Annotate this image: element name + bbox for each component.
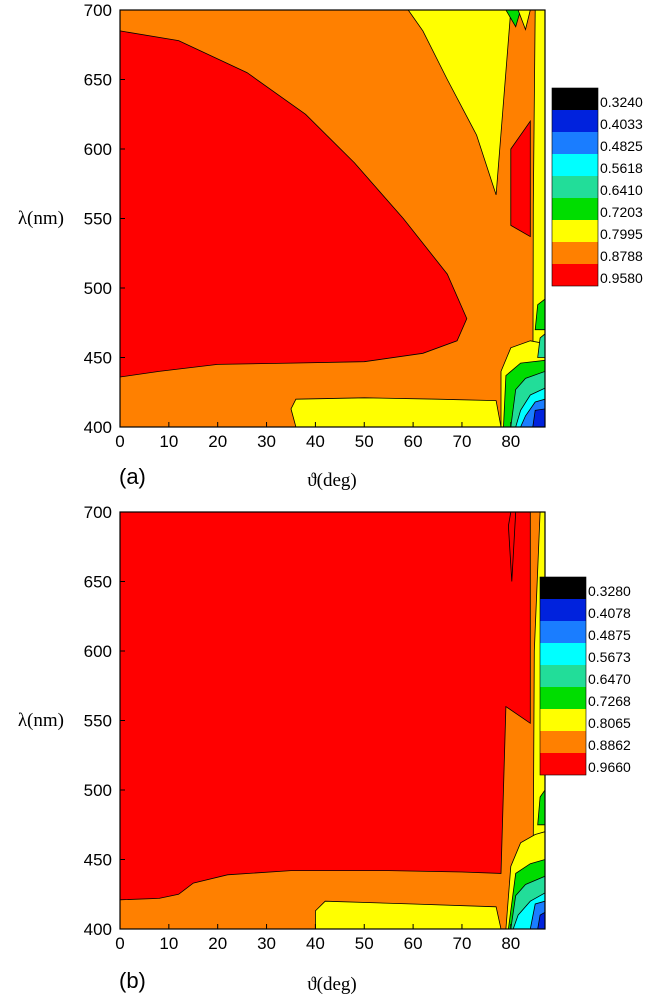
colorbar-label: 0.4825 [600, 138, 643, 154]
colorbar-label: 0.9660 [588, 759, 631, 775]
colorbar-swatch [552, 154, 598, 176]
x-tick-label: 60 [404, 934, 423, 953]
y-axis-title: λ(nm) [18, 208, 64, 229]
colorbar-label: 0.7203 [600, 204, 643, 220]
colorbar: 0.3240 0.4033 0.4825 0.5618 0.6410 0.7203 0.79… [551, 87, 643, 287]
x-tick-label: 50 [355, 934, 374, 953]
x-tick-label: 40 [306, 934, 325, 953]
y-tick-label: 400 [84, 418, 112, 437]
y-tick-label: 500 [84, 781, 112, 800]
colorbar-label: 0.8862 [588, 737, 631, 753]
x-tick-label: 20 [208, 934, 227, 953]
y-tick-label: 400 [84, 920, 112, 939]
colorbar-swatch [540, 709, 586, 731]
panel-label: (a) [119, 464, 146, 489]
colorbar-swatch [552, 176, 598, 198]
y-tick-label: 700 [84, 503, 112, 522]
x-tick-label: 0 [115, 934, 124, 953]
x-tick-label: 60 [404, 432, 423, 451]
colorbar-label: 0.9580 [600, 270, 643, 286]
colorbar-label: 0.5673 [588, 649, 631, 665]
x-axis: 0 10 20 30 40 50 60 70 80 [115, 924, 520, 953]
y-tick-label: 650 [84, 573, 112, 592]
colorbar: 0.3280 0.4078 0.4875 0.5673 0.6470 0.7268 0.80… [539, 576, 631, 776]
x-tick-label: 10 [159, 934, 178, 953]
colorbar-frame [539, 576, 587, 776]
colorbar-label: 0.7995 [600, 226, 643, 242]
contour-region-level-1 [532, 408, 546, 428]
colorbar-label: 0.6470 [588, 671, 631, 687]
colorbar-label: 0.3280 [588, 583, 631, 599]
colorbar-label: 0.8065 [588, 715, 631, 731]
colorbar-label: 0.6410 [600, 182, 643, 198]
colorbar-swatch [540, 687, 586, 709]
x-tick-label: 80 [501, 934, 520, 953]
y-tick-label: 550 [84, 210, 112, 229]
y-tick-label: 500 [84, 279, 112, 298]
x-axis-title: ϑ(deg) [307, 974, 357, 995]
colorbar-swatch [540, 577, 586, 599]
regions-layer [119, 511, 546, 930]
colorbar-swatch [552, 242, 598, 264]
y-tick-label: 650 [84, 71, 112, 90]
colorbar-label: 0.5618 [600, 160, 643, 176]
x-tick-label: 10 [159, 432, 178, 451]
contour-region-level-8 [510, 119, 531, 238]
colorbar-swatch [540, 753, 586, 775]
contour-region-level-6 [290, 397, 502, 428]
colorbar-swatch [552, 88, 598, 110]
x-tick-label: 40 [306, 432, 325, 451]
contour-panel-b: 0 10 20 30 40 50 60 70 80 400450500550600650700 … [18, 503, 631, 995]
colorbar-swatch [540, 599, 586, 621]
x-tick-label: 70 [452, 934, 471, 953]
y-tick-label: 450 [84, 851, 112, 870]
colorbar-swatch [552, 220, 598, 242]
x-axis: 0 10 20 30 40 50 60 70 80 [115, 422, 520, 451]
x-tick-label: 80 [501, 432, 520, 451]
contour-region-level-8 [119, 511, 531, 901]
y-tick-label: 550 [84, 712, 112, 731]
x-tick-label: 30 [257, 432, 276, 451]
x-tick-label: 50 [355, 432, 374, 451]
y-tick-label: 700 [84, 1, 112, 20]
colorbar-label: 0.7268 [588, 693, 631, 709]
colorbar-label: 0.8788 [600, 248, 643, 264]
contour-panel-a: 0 10 20 30 40 50 60 70 80 400450500550600650700 … [18, 1, 643, 491]
colorbar-swatch [552, 198, 598, 220]
colorbar-frame [551, 87, 599, 287]
contour-region-level-8 [119, 30, 468, 378]
colorbar-swatch [552, 264, 598, 286]
y-tick-label: 600 [84, 642, 112, 661]
colorbar-label: 0.4033 [600, 116, 643, 132]
x-tick-label: 0 [115, 432, 124, 451]
colorbar-swatch [540, 665, 586, 687]
x-axis-title: ϑ(deg) [307, 470, 357, 491]
colorbar-label: 0.3240 [600, 94, 643, 110]
colorbar-label: 0.4078 [588, 605, 631, 621]
y-axis-title: λ(nm) [18, 710, 64, 731]
colorbar-swatch [540, 731, 586, 753]
colorbar-label: 0.4875 [588, 627, 631, 643]
colorbar-swatch [552, 110, 598, 132]
x-tick-label: 30 [257, 934, 276, 953]
colorbar-swatch [540, 643, 586, 665]
x-tick-label: 20 [208, 432, 227, 451]
colorbar-swatch [552, 132, 598, 154]
x-tick-label: 70 [452, 432, 471, 451]
panel-label: (b) [119, 968, 146, 993]
y-tick-label: 600 [84, 140, 112, 159]
regions-layer [119, 9, 546, 428]
colorbar-swatch [540, 621, 586, 643]
y-axis: 400 450 500 550 600 650 700 [84, 503, 125, 939]
y-axis: 400 450 500 550 600 650 700 [84, 1, 125, 437]
y-tick-label: 450 [84, 349, 112, 368]
